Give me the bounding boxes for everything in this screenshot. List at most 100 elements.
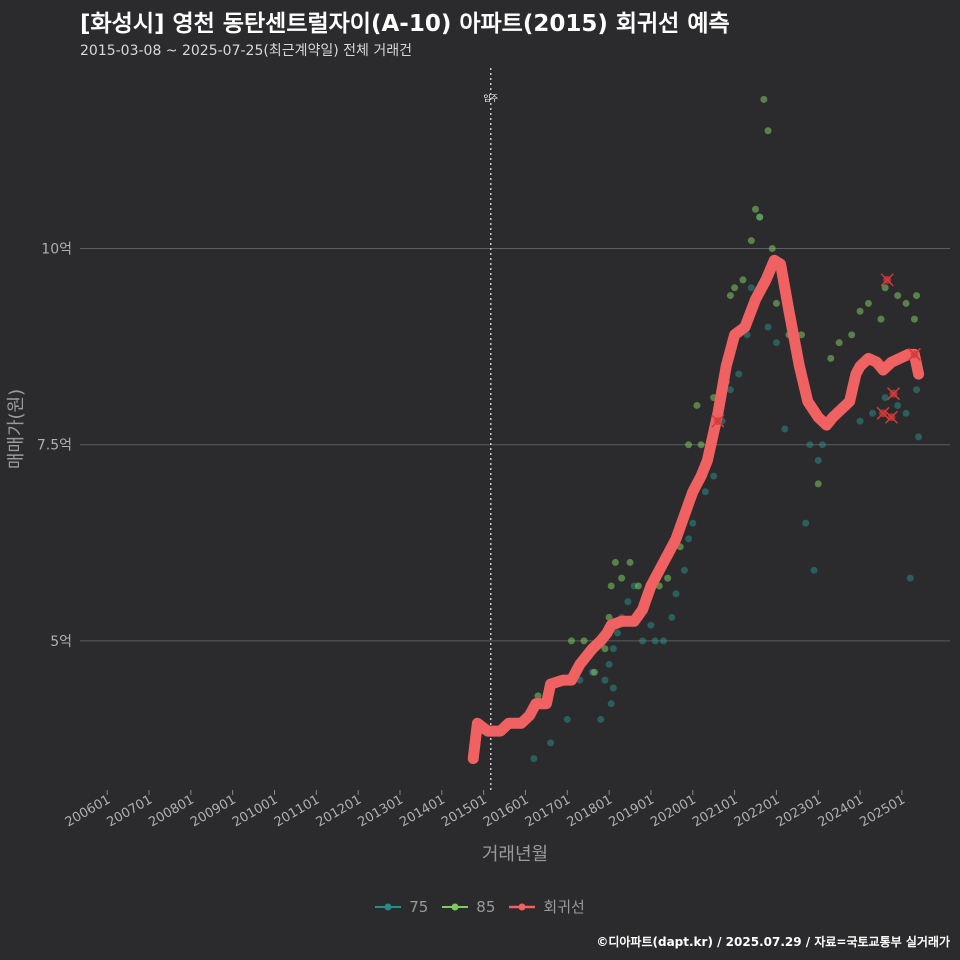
point-85 bbox=[768, 245, 776, 252]
point-85 bbox=[764, 127, 772, 135]
point-85 bbox=[534, 692, 542, 700]
x-tick-label: 201701 bbox=[523, 792, 573, 830]
point-85 bbox=[626, 558, 634, 566]
point-75 bbox=[597, 715, 605, 723]
x-tick-label: 202101 bbox=[690, 792, 740, 830]
forecast-marker bbox=[884, 410, 898, 424]
point-85 bbox=[618, 574, 626, 582]
y-tick-label: 5억 bbox=[50, 634, 72, 650]
point-75 bbox=[881, 394, 889, 402]
point-85 bbox=[747, 237, 755, 245]
point-75 bbox=[735, 370, 743, 378]
point-75 bbox=[607, 700, 615, 708]
x-tick-label: 202301 bbox=[774, 792, 824, 830]
point-75 bbox=[902, 409, 910, 417]
forecast-cross bbox=[711, 414, 725, 428]
point-85 bbox=[877, 315, 885, 323]
point-75 bbox=[563, 715, 571, 723]
legend-label-75: 75 bbox=[409, 897, 429, 916]
x-tick-label: 200701 bbox=[105, 792, 155, 830]
point-85 bbox=[693, 401, 701, 409]
forecast-cross bbox=[907, 347, 921, 361]
chart-title: [화성시] 영천 동탄센트럴자이(A-10) 아파트(2015) 회귀선 예측 bbox=[80, 11, 730, 37]
point-75 bbox=[530, 755, 538, 763]
point-85 bbox=[756, 213, 764, 221]
point-75 bbox=[613, 629, 621, 637]
point-75 bbox=[915, 433, 923, 441]
point-85 bbox=[580, 637, 588, 645]
point-75 bbox=[601, 676, 609, 684]
point-85 bbox=[894, 292, 902, 300]
point-75 bbox=[726, 386, 734, 394]
x-tick-label: 201401 bbox=[397, 792, 447, 830]
point-85 bbox=[814, 480, 822, 488]
forecast-marker bbox=[907, 347, 921, 361]
regression-layer bbox=[467, 254, 925, 765]
point-75 bbox=[710, 472, 718, 480]
x-tick-label: 202501 bbox=[857, 792, 907, 830]
point-85 bbox=[835, 339, 843, 347]
legend-item-75: 75 bbox=[375, 898, 428, 916]
point-85 bbox=[697, 441, 705, 449]
x-tick-label: 201101 bbox=[272, 792, 322, 830]
point-85 bbox=[760, 95, 768, 103]
point-75 bbox=[685, 535, 693, 543]
point-75 bbox=[680, 566, 688, 574]
x-tick-label: 201901 bbox=[606, 792, 656, 830]
point-85 bbox=[910, 315, 918, 323]
forecast-cross bbox=[876, 406, 890, 420]
legend-key-regression bbox=[509, 903, 536, 910]
grid-layer bbox=[80, 248, 950, 642]
point-85 bbox=[664, 574, 672, 582]
point-75 bbox=[624, 598, 632, 606]
point-85 bbox=[605, 613, 613, 621]
forecast-cross bbox=[884, 410, 898, 424]
point-85 bbox=[685, 441, 693, 449]
point-75 bbox=[701, 488, 709, 496]
point-85 bbox=[848, 331, 856, 339]
forecast-cross bbox=[880, 273, 894, 287]
point-75 bbox=[869, 409, 877, 417]
point-85 bbox=[726, 292, 734, 300]
point-85 bbox=[607, 582, 615, 590]
legend-label-regression: 회귀선 bbox=[543, 898, 585, 916]
y-tick-label: 7.5억 bbox=[37, 438, 72, 454]
y-axis-title: 매매가(원) bbox=[6, 389, 27, 469]
x-tick-label: 200801 bbox=[146, 792, 196, 830]
point-75 bbox=[810, 566, 818, 574]
point-85 bbox=[827, 354, 835, 362]
legend: 75 85 회귀선 bbox=[0, 896, 960, 917]
annotation-layer: 입주 bbox=[483, 68, 498, 790]
y-tick-label: 10억 bbox=[41, 242, 72, 258]
regression-line bbox=[467, 254, 925, 765]
x-tick-label: 201501 bbox=[439, 792, 489, 830]
x-tick-label: 202401 bbox=[816, 792, 866, 830]
point-75 bbox=[639, 637, 647, 645]
legend-key-85 bbox=[442, 903, 469, 910]
point-85 bbox=[634, 582, 642, 590]
forecast-marker bbox=[887, 387, 901, 401]
point-85 bbox=[856, 307, 864, 315]
point-85 bbox=[772, 299, 780, 307]
point-75 bbox=[906, 574, 914, 582]
point-75 bbox=[764, 323, 772, 331]
x-tick-label: 202001 bbox=[648, 792, 698, 830]
point-85 bbox=[601, 645, 609, 653]
point-85 bbox=[567, 637, 575, 645]
point-75 bbox=[814, 456, 822, 464]
point-85 bbox=[731, 284, 739, 292]
point-85 bbox=[913, 292, 921, 300]
point-85 bbox=[611, 558, 619, 566]
point-85 bbox=[864, 299, 872, 307]
point-75 bbox=[772, 339, 780, 347]
x-tick-label: 201201 bbox=[314, 792, 364, 830]
x-tick-label: 201601 bbox=[481, 792, 531, 830]
point-75 bbox=[781, 425, 789, 433]
x-tick-label: 200601 bbox=[63, 792, 113, 830]
point-75 bbox=[818, 441, 826, 449]
x-axis-title: 거래년월 bbox=[482, 844, 548, 865]
point-75 bbox=[894, 401, 902, 409]
point-85 bbox=[590, 668, 598, 676]
point-75 bbox=[647, 621, 655, 629]
